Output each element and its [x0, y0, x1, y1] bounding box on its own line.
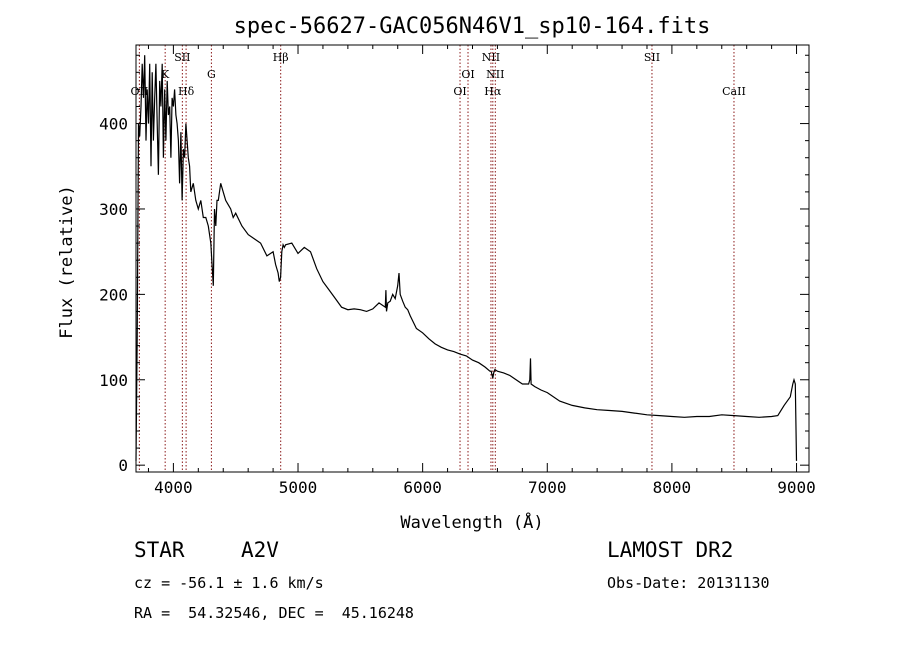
y-tick-label: 0 [118, 456, 128, 475]
x-tick-label: 7000 [528, 478, 567, 497]
axis-ticks-layer: 4000 5000 6000 7000 8000 9000 0 100 200 300 400 [99, 45, 816, 497]
x-tick-label: 4000 [154, 478, 193, 497]
spectral-line-label: CaII [722, 85, 746, 98]
spectral-line-label: Hα [484, 85, 502, 98]
object-subclass: A2V [241, 538, 279, 562]
spectrum-series-line [135, 55, 798, 461]
spectral-line-label: OI [453, 85, 466, 98]
spectral-line-label: OI [461, 68, 474, 81]
survey-name: LAMOST DR2 [607, 538, 734, 562]
chart-title: spec-56627-GAC056N46V1_sp10-164.fits [234, 14, 711, 39]
x-tick-label: 8000 [653, 478, 692, 497]
spectral-line-label: G [207, 68, 216, 81]
spectral-line-label: Hβ [273, 51, 289, 64]
x-tick-label: 5000 [279, 478, 318, 497]
spectral-line-label: NII [486, 68, 504, 81]
ra-dec-coordinates: RA = 54.32546, DEC = 45.16248 [134, 604, 414, 622]
y-tick-label: 300 [99, 200, 128, 219]
spectral-line-label: SII [174, 51, 190, 64]
x-tick-label: 6000 [403, 478, 442, 497]
x-axis-label: Wavelength (Å) [400, 511, 543, 533]
y-tick-label: 400 [99, 115, 128, 134]
y-tick-label: 100 [99, 371, 128, 390]
plot-frame [135, 44, 810, 473]
spectral-line-label: NII [482, 51, 500, 64]
observation-date: Obs-Date: 20131130 [607, 574, 770, 592]
spectral-line-label: SII [644, 51, 660, 64]
y-axis-label: Flux (relative) [57, 185, 77, 339]
object-class: STAR [134, 538, 185, 562]
spectral-line-label: Hδ [178, 85, 195, 98]
spectral-line-label: K [161, 68, 170, 81]
redshift-cz: cz = -56.1 ± 1.6 km/s [134, 574, 324, 592]
x-tick-label: 9000 [777, 478, 816, 497]
y-tick-label: 200 [99, 285, 128, 304]
